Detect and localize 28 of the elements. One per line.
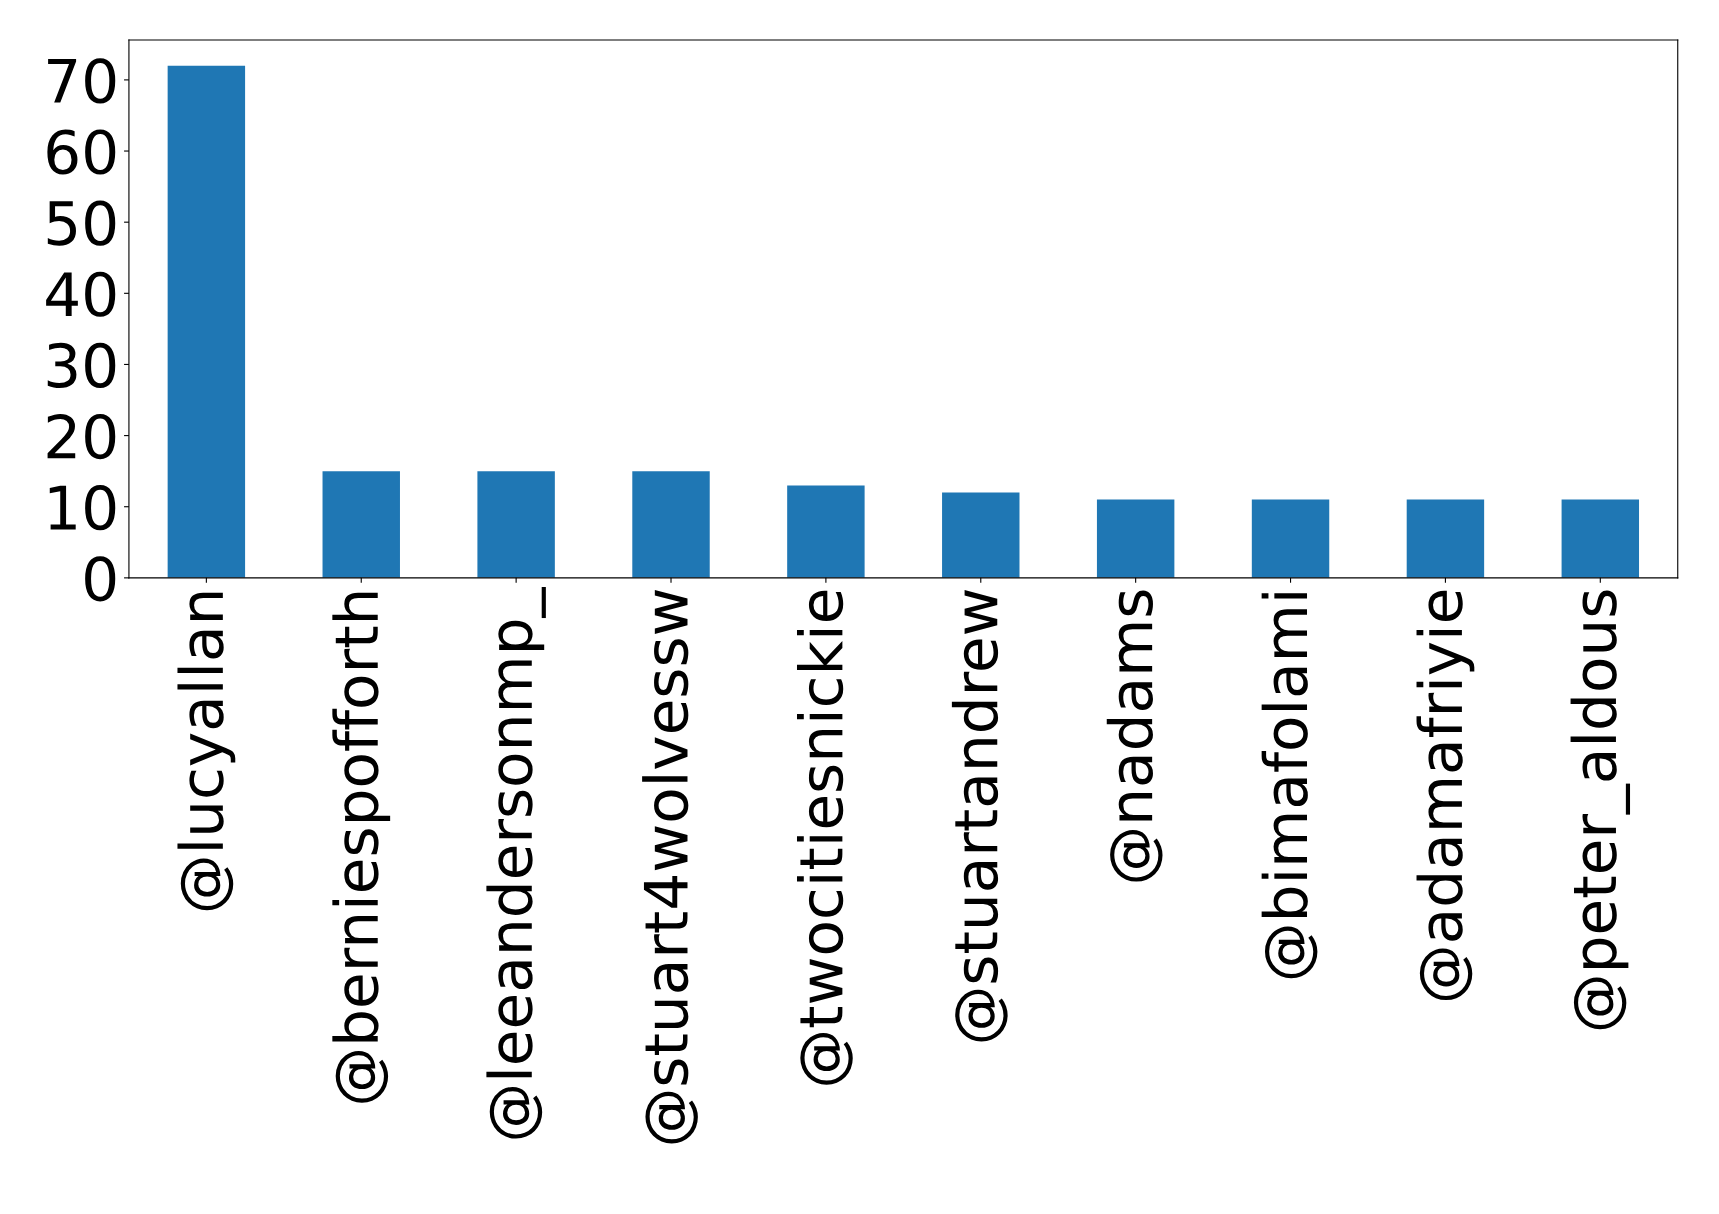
x-tick-label: @peter_aldous <box>1570 590 1631 1030</box>
bar <box>477 471 555 578</box>
y-tick-label: 70 <box>48 58 116 104</box>
x-tick-label: @bimafolami <box>1261 593 1318 979</box>
y-tick-label: 60 <box>47 129 116 175</box>
y-tick-label: 0 <box>85 556 116 602</box>
bar <box>167 65 246 578</box>
bar <box>1251 499 1330 578</box>
x-tick-label: @lucyallan <box>177 592 236 911</box>
bar <box>322 471 400 578</box>
x-tick-label: @twocitiesnickie <box>796 590 853 1085</box>
x-tick-label: @berniespofforth <box>332 592 391 1103</box>
y-tick-label: 40 <box>46 271 116 317</box>
bar <box>942 492 1020 578</box>
x-tick-label: @nadams <box>1106 590 1163 882</box>
bar <box>1096 499 1175 578</box>
y-tick-label: 30 <box>47 342 116 388</box>
bar <box>1406 499 1485 578</box>
y-tick-label: 10 <box>49 485 116 531</box>
y-tick-label: 20 <box>47 413 116 460</box>
y-tick-label: 50 <box>47 200 116 246</box>
x-tick-label: @leeandersonmp_ <box>486 587 546 1139</box>
x-tick-label: @stuart4wolvessw <box>642 590 698 1144</box>
bar <box>787 485 865 578</box>
x-tick-label: @stuartandrew <box>951 590 1008 1042</box>
bar <box>1561 499 1640 578</box>
x-tick-label: @adamafriyie <box>1416 590 1475 1001</box>
bar <box>632 471 710 578</box>
